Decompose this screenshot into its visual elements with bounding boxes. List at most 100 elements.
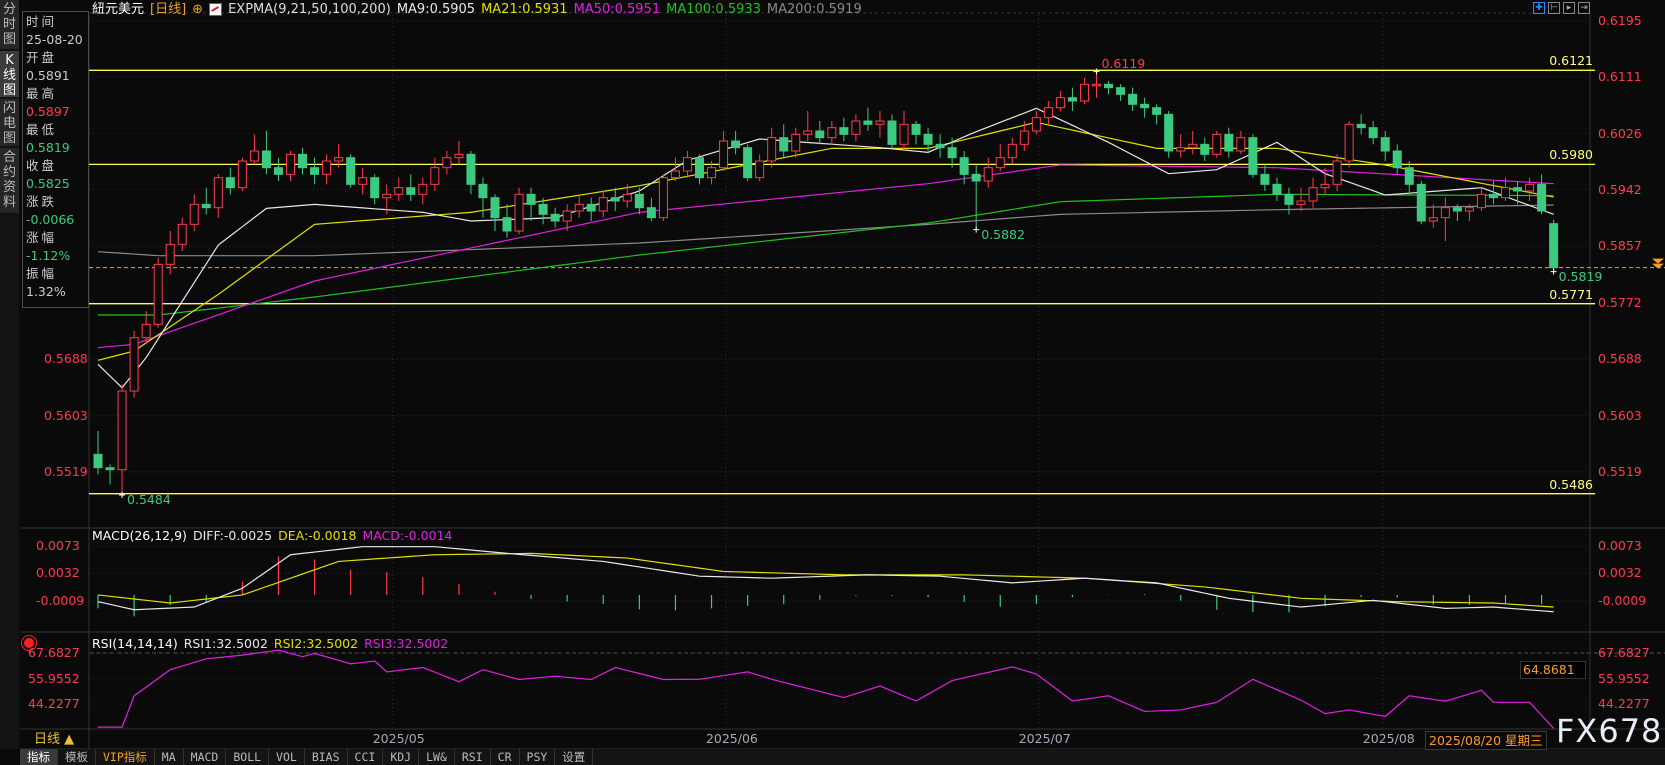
ma50-value: MA50:0.5951 <box>573 2 661 17</box>
toolbar-item[interactable]: 模板 <box>58 749 96 765</box>
toolbar-item[interactable]: CR <box>491 749 520 765</box>
extreme-price-label: 0.6119 <box>1101 55 1146 71</box>
fx678-watermark: FX678 <box>1556 712 1663 750</box>
candle-body <box>225 177 235 189</box>
candle-body <box>779 137 789 152</box>
candle-body <box>1140 103 1150 109</box>
candle-body <box>1464 207 1474 212</box>
macd-dea-line <box>97 552 1554 608</box>
candle-body <box>201 203 211 209</box>
chart-tools: ✚ ⊢ ▸ ⇥ <box>1533 2 1590 14</box>
candle-body <box>586 203 596 212</box>
info-value: 0.5819 <box>26 140 70 155</box>
crosshair-icon[interactable]: ✚ <box>1533 2 1545 14</box>
toolbar-item[interactable]: RSI <box>455 749 491 765</box>
price-axis-label-left: 0.5603 <box>44 407 88 423</box>
settings-gear-icon[interactable]: ⊕ <box>192 2 204 17</box>
candle-body <box>105 467 115 471</box>
rsi2-value: RSI2:32.5002 <box>273 636 359 651</box>
toolbar-item[interactable]: 设置 <box>555 749 594 765</box>
period-label[interactable]: [日线] <box>150 2 187 17</box>
toolbar-item[interactable]: VIP指标 <box>96 749 155 765</box>
candle-body <box>298 153 308 169</box>
tab-contract-info[interactable]: 合约资料 <box>0 148 19 214</box>
tab-kline[interactable]: K线图 <box>0 51 19 98</box>
extreme-price-label: 0.5484 <box>127 492 171 508</box>
hline-label: 0.6121 <box>1549 53 1593 69</box>
info-label: 收盘 <box>26 158 58 173</box>
tab-flash[interactable]: 闪电图 <box>0 99 19 147</box>
candle-body <box>851 120 861 135</box>
price-axis-label: 0.5857 <box>1598 238 1642 254</box>
candle-body <box>791 133 801 152</box>
candle-body <box>93 453 103 469</box>
info-label: 最低 <box>26 122 58 137</box>
candle-body <box>237 160 247 189</box>
toolbar-item[interactable]: MA <box>155 749 184 765</box>
toolbar-item[interactable]: BIAS <box>305 749 348 765</box>
candle-body <box>959 157 969 175</box>
price-axis-label: 0.6026 <box>1598 125 1642 141</box>
candle-body <box>971 173 981 182</box>
macd-axis-label-left: 0.0073 <box>36 538 80 553</box>
toolbar-item[interactable]: MACD <box>184 749 227 765</box>
candle-body <box>358 177 368 185</box>
candle-body <box>370 177 380 199</box>
zoom-range-icon[interactable]: ⊢ <box>1548 2 1560 14</box>
candle-body <box>430 167 440 185</box>
toolbar-item[interactable]: VOL <box>269 749 305 765</box>
tab-timeshare[interactable]: 分时图 <box>0 0 19 50</box>
extreme-marker <box>1093 68 1100 75</box>
chart-header: 紐元美元 [日线] ⊕ EXPMA(9,21,50,100,200) MA9:0… <box>92 1 862 18</box>
candle-body <box>1104 83 1114 89</box>
candle-body <box>213 177 223 209</box>
candle-body <box>899 123 909 145</box>
indicator-settings-icon[interactable] <box>24 638 34 648</box>
candle-body <box>875 120 885 125</box>
candle-body <box>1513 187 1523 192</box>
candle-body <box>346 157 356 185</box>
candle-body <box>1236 137 1246 152</box>
candle-body <box>442 157 452 169</box>
toolbar-item[interactable]: CCI <box>348 749 384 765</box>
candle-body <box>538 203 548 215</box>
candle-body <box>1067 97 1077 102</box>
candle-body <box>1091 83 1101 87</box>
toolbar-item[interactable]: PSY <box>520 749 556 765</box>
info-label: 时间 <box>26 14 58 29</box>
macd-dea: DEA:-0.0018 <box>278 528 357 543</box>
play-range-icon[interactable]: ▸ <box>1563 2 1575 14</box>
toolbar-item[interactable]: BOLL <box>226 749 270 765</box>
candle-body <box>502 217 512 232</box>
jump-end-icon[interactable]: ⇥ <box>1578 2 1590 14</box>
candle-body <box>767 137 777 162</box>
toolbar-item[interactable]: LW& <box>419 749 455 765</box>
info-value: 25-08-20 <box>26 32 83 47</box>
candle-body <box>1332 160 1342 185</box>
rsi-cursor-value: 64.8681 <box>1520 661 1586 679</box>
toolbar-item[interactable]: 指标 <box>20 749 58 765</box>
candle-body <box>249 150 259 162</box>
extreme-marker <box>973 226 980 233</box>
ma-line-ma50 <box>97 164 1554 349</box>
candle-body <box>1019 130 1029 145</box>
toolbar-item[interactable]: KDJ <box>383 749 420 765</box>
candle-body <box>1549 223 1559 269</box>
rsi1-value: RSI1:32.5002 <box>183 636 268 651</box>
period-selector[interactable]: 日线 ▲ <box>34 732 75 747</box>
candle-body <box>827 127 837 139</box>
candle-body <box>382 193 392 199</box>
candle-body <box>177 223 187 245</box>
candle-body <box>285 153 295 175</box>
price-axis-label: 0.5688 <box>1598 351 1642 367</box>
indicator-chart-icon[interactable] <box>209 3 223 16</box>
candle-body <box>731 140 741 149</box>
candle-body <box>707 167 717 179</box>
price-axis-label: 0.5603 <box>1598 407 1642 423</box>
candle-body <box>743 147 753 179</box>
price-axis-label-left: 0.5519 <box>44 463 88 479</box>
candle-body <box>1188 143 1198 149</box>
candle-body <box>261 150 271 169</box>
macd-axis-label: -0.0009 <box>1598 592 1647 608</box>
